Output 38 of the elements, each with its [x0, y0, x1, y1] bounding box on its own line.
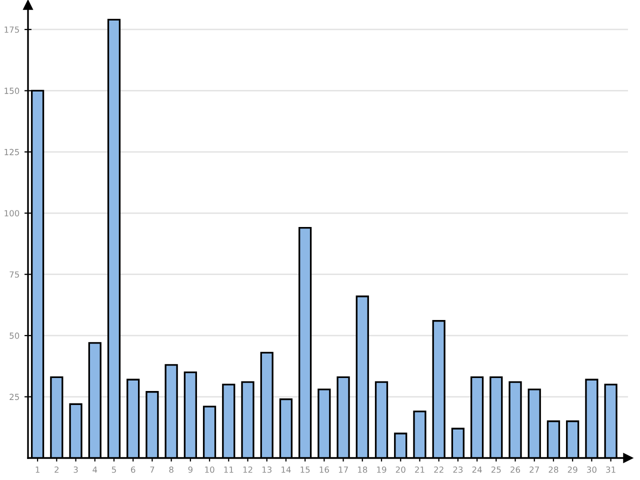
- x-tick-label: 2: [54, 466, 58, 473]
- x-tick-label: 25: [491, 466, 501, 473]
- x-tick-label: 23: [453, 466, 463, 473]
- x-tick-label: 13: [262, 466, 272, 473]
- x-tick-label: 1: [36, 466, 40, 473]
- x-tick-label: 16: [320, 466, 329, 473]
- x-tick-label: 19: [377, 466, 386, 473]
- x-tick-label: 6: [131, 466, 136, 473]
- x-tick-label: 20: [396, 466, 406, 473]
- x-tick-label: 12: [243, 466, 252, 473]
- y-tick-label: 25: [10, 394, 19, 400]
- y-tick-label: 75: [10, 271, 19, 278]
- x-tick-label: 30: [587, 466, 596, 473]
- x-tick-label: 29: [568, 466, 578, 473]
- y-tick-label: 100: [4, 210, 20, 216]
- x-tick-label: 17: [338, 466, 348, 473]
- x-tick-label: 7: [150, 466, 154, 473]
- x-tick-label: 24: [472, 466, 482, 473]
- x-tick-label: 5: [112, 466, 116, 473]
- y-tick-label: 150: [4, 88, 20, 94]
- x-tick-label: 22: [434, 466, 444, 473]
- x-tick-label: 26: [510, 466, 520, 473]
- x-tick-label: 15: [300, 466, 310, 473]
- x-tick-label: 21: [415, 466, 424, 473]
- y-tick-label: 125: [4, 148, 19, 156]
- x-tick-label: 14: [282, 466, 291, 473]
- x-tick-label: 9: [188, 466, 192, 473]
- y-tick-label: 50: [10, 332, 20, 339]
- x-tick-label: 18: [358, 466, 368, 473]
- x-tick-label: 11: [224, 466, 234, 473]
- x-tick-label: 27: [530, 466, 539, 473]
- x-tick-label: 28: [548, 466, 558, 473]
- x-tick-label: 3: [74, 466, 78, 473]
- x-tick-label: 4: [92, 466, 98, 473]
- x-tick-label: 31: [606, 466, 616, 473]
- x-tick-label: 8: [169, 466, 174, 473]
- y-tick-label: 175: [4, 26, 19, 33]
- x-tick-label: 10: [205, 466, 214, 473]
